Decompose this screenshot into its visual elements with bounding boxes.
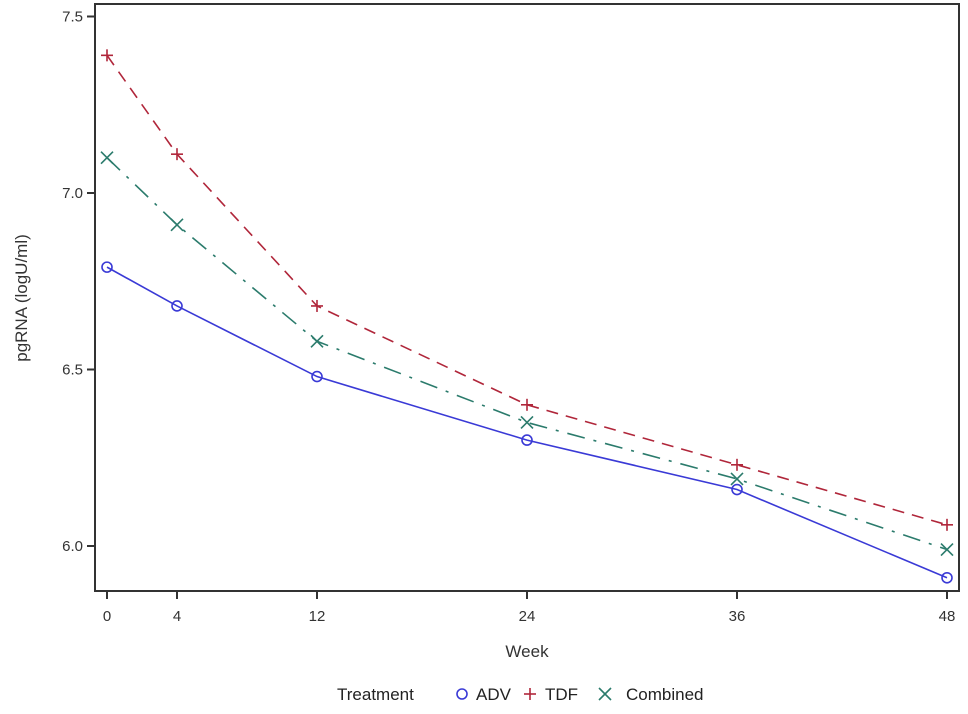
x-axis-label: Week	[505, 642, 549, 661]
x-tick-label: 48	[939, 608, 956, 625]
legend-label-adv: ADV	[476, 685, 512, 704]
series-line-combined	[106, 157, 948, 551]
data-point-adv	[101, 261, 113, 273]
data-point-adv	[311, 370, 323, 383]
legend-marker-tdf-icon	[524, 688, 536, 700]
data-point-combined	[940, 542, 954, 557]
data-point-tdf	[101, 49, 113, 62]
x-tick-label: 12	[309, 608, 326, 625]
legend-marker-combined-icon	[598, 687, 612, 701]
data-point-adv	[171, 300, 183, 312]
data-point-combined	[310, 334, 324, 348]
series-line-tdf	[106, 54, 948, 526]
data-point-combined	[730, 472, 744, 486]
legend-item-combined: Combined	[598, 685, 704, 704]
data-point-tdf	[171, 148, 183, 161]
y-tick-label: 6.0	[62, 538, 83, 555]
data-point-adv	[521, 434, 533, 446]
y-tick-label: 7.5	[62, 9, 83, 26]
series-layer	[100, 49, 954, 584]
x-tick-label: 36	[729, 608, 746, 625]
legend-marker-adv-icon	[456, 688, 468, 700]
legend-item-adv: ADV	[456, 685, 512, 704]
series-tdf	[101, 49, 953, 531]
data-point-adv	[941, 571, 953, 584]
x-tick-label: 4	[173, 608, 181, 625]
x-axis: 0 4 12 24 36 48	[103, 591, 956, 625]
data-point-tdf	[311, 299, 323, 312]
y-tick-label: 6.5	[62, 362, 83, 379]
x-tick-label: 24	[519, 608, 536, 625]
legend-label-tdf: TDF	[545, 685, 578, 704]
data-point-adv	[731, 483, 743, 496]
series-combined	[100, 151, 954, 557]
data-point-combined	[100, 151, 114, 165]
series-line-adv	[106, 266, 948, 579]
data-point-tdf	[521, 398, 533, 411]
series-adv	[101, 261, 953, 584]
legend-item-tdf: TDF	[524, 685, 578, 704]
x-tick-label: 0	[103, 608, 111, 625]
legend-title: Treatment	[337, 685, 414, 704]
legend-items: ADV TDF Combined	[456, 685, 704, 704]
legend-label-combined: Combined	[626, 685, 704, 704]
y-axis-label: pgRNA (logU/ml)	[12, 234, 31, 362]
data-point-combined	[170, 218, 184, 232]
legend: Treatment ADV TDF Combined	[337, 685, 704, 704]
data-point-tdf	[941, 518, 953, 531]
y-axis: 6.0 6.5 7.0 7.5	[62, 9, 95, 555]
data-point-combined	[520, 415, 534, 430]
plot-frame	[94, 3, 960, 592]
data-point-tdf	[731, 458, 743, 471]
y-tick-label: 7.0	[62, 185, 83, 202]
